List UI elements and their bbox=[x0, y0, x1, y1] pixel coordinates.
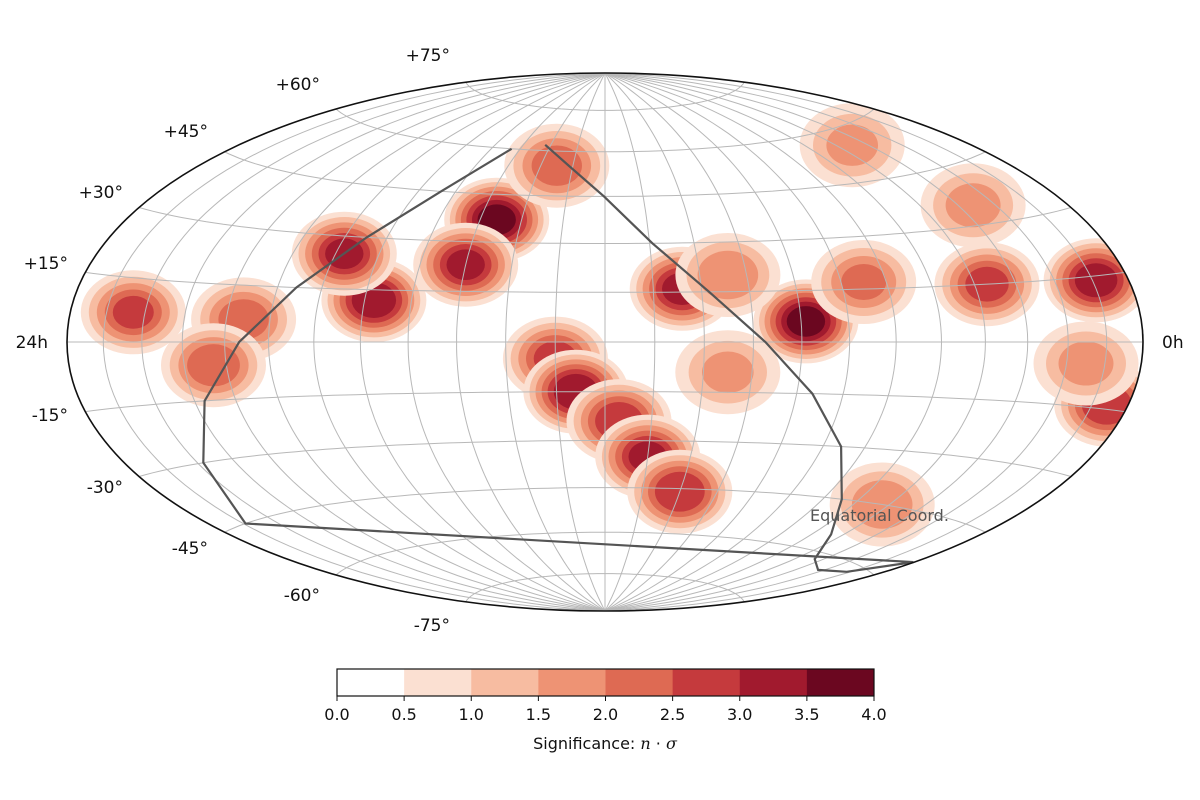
coordinate-system-label: Equatorial Coord. bbox=[810, 506, 949, 525]
grid-meridian-11 bbox=[604, 73, 656, 611]
hotspot-19 bbox=[1043, 238, 1143, 323]
colorbar-tick-label-0: 0.0 bbox=[324, 705, 349, 724]
colorbar-segment-4 bbox=[605, 669, 674, 696]
colorbar-label-dot: · bbox=[651, 734, 666, 753]
hotspot-17-level-3 bbox=[702, 351, 754, 393]
grid-meridian-21 bbox=[181, 73, 606, 611]
colorbar-segment-0 bbox=[337, 669, 405, 696]
colorbar-tick-label-8: 4.0 bbox=[861, 705, 886, 724]
colorbar-label: Significance: n · σ bbox=[533, 734, 678, 753]
lat-label-m75: -75° bbox=[414, 616, 450, 636]
colorbar-tick-label-6: 3.0 bbox=[727, 705, 752, 724]
hotspot-24-level-3 bbox=[826, 124, 878, 166]
colorbar-segment-3 bbox=[538, 669, 607, 696]
grid-meridian-9 bbox=[604, 73, 754, 611]
hotspot-24 bbox=[799, 103, 905, 188]
grid-meridian-5 bbox=[604, 73, 943, 611]
lat-label-p60: +60° bbox=[276, 75, 320, 95]
colorbar-tick-label-1: 0.5 bbox=[391, 705, 416, 724]
map-border bbox=[66, 72, 1144, 612]
colorbar-tick-label-7: 3.5 bbox=[794, 705, 819, 724]
colorbar-label-main: Significance: bbox=[533, 734, 640, 753]
grid-meridian-1 bbox=[604, 73, 1108, 611]
lon-label-24h: 24h bbox=[16, 333, 48, 353]
lat-label-m45: -45° bbox=[172, 539, 208, 559]
grid-meridian-6 bbox=[604, 73, 897, 611]
grid-meridian-18 bbox=[313, 73, 606, 611]
colorbar-tick-label-5: 2.5 bbox=[660, 705, 685, 724]
lat-label-m60: -60° bbox=[284, 586, 320, 606]
grid-meridian-4 bbox=[604, 73, 986, 611]
colorbar-segment-7 bbox=[806, 669, 875, 696]
colorbar-tick-label-3: 1.5 bbox=[526, 705, 551, 724]
hotspot-21-level-3 bbox=[1058, 341, 1114, 386]
lat-label-p15: +15° bbox=[24, 254, 68, 274]
grid-meridian-20 bbox=[224, 73, 606, 611]
hotspot-6 bbox=[161, 323, 266, 408]
hotspot-23 bbox=[920, 163, 1026, 248]
hotspot-15-level-4 bbox=[841, 264, 887, 300]
hotspot-19-level-6 bbox=[1074, 263, 1118, 298]
hotspot-14-level-7 bbox=[786, 306, 826, 337]
grid-meridian-22 bbox=[141, 73, 606, 611]
grid-meridian-8 bbox=[604, 73, 803, 611]
colorbar-label-var: n bbox=[640, 734, 650, 753]
colorbar-segment-5 bbox=[672, 669, 741, 696]
hotspot-16-level-3 bbox=[697, 250, 759, 300]
colorbar-segment-2 bbox=[471, 669, 539, 696]
grid-meridian-15 bbox=[456, 73, 606, 611]
hotspot-23-level-3 bbox=[945, 183, 1001, 228]
lat-label-p30: +30° bbox=[79, 183, 123, 203]
colorbar-tick-label-2: 1.0 bbox=[459, 705, 484, 724]
grid-meridian-2 bbox=[604, 73, 1069, 611]
lat-label-m30: -30° bbox=[87, 478, 123, 498]
colorbar bbox=[336, 668, 875, 697]
coordinate-grid bbox=[67, 73, 1143, 611]
lat-label-p45: +45° bbox=[164, 122, 208, 142]
grid-meridian-23 bbox=[102, 73, 606, 611]
grid-meridian-19 bbox=[267, 73, 606, 611]
colorbar-label-sigma: σ bbox=[666, 734, 678, 753]
significance-map bbox=[80, 103, 1143, 547]
colorbar-tick-label-4: 2.0 bbox=[593, 705, 618, 724]
hotspot-21 bbox=[1033, 321, 1139, 406]
hotspot-17 bbox=[675, 330, 781, 415]
hotspot-6-level-4 bbox=[187, 344, 240, 387]
grid-meridian-17 bbox=[359, 73, 606, 611]
grid-meridian-3 bbox=[604, 73, 1029, 611]
hotspot-12-level-4 bbox=[531, 145, 582, 186]
lat-label-p75: +75° bbox=[406, 46, 450, 66]
galactic-plane-line bbox=[202, 143, 914, 573]
hotspot-12 bbox=[504, 123, 610, 208]
colorbar-segment-1 bbox=[404, 669, 472, 696]
lon-label-0h: 0h bbox=[1162, 333, 1184, 353]
hotspot-16 bbox=[675, 233, 781, 317]
grid-meridian-10 bbox=[604, 73, 705, 611]
grid-meridian-13 bbox=[554, 73, 606, 611]
colorbar-segment-6 bbox=[739, 669, 808, 696]
grid-meridian-16 bbox=[407, 73, 606, 611]
grid-meridian-7 bbox=[604, 73, 851, 611]
lat-label-m15: -15° bbox=[32, 406, 68, 426]
grid-meridian-14 bbox=[505, 73, 606, 611]
hotspot-11 bbox=[627, 449, 733, 534]
colorbar-ticks: 0.0 0.5 1.0 1.5 2.0 2.5 3.0 3.5 4.0 bbox=[324, 696, 887, 724]
hotspot-4 bbox=[80, 270, 186, 355]
hotspot-15 bbox=[811, 240, 917, 324]
